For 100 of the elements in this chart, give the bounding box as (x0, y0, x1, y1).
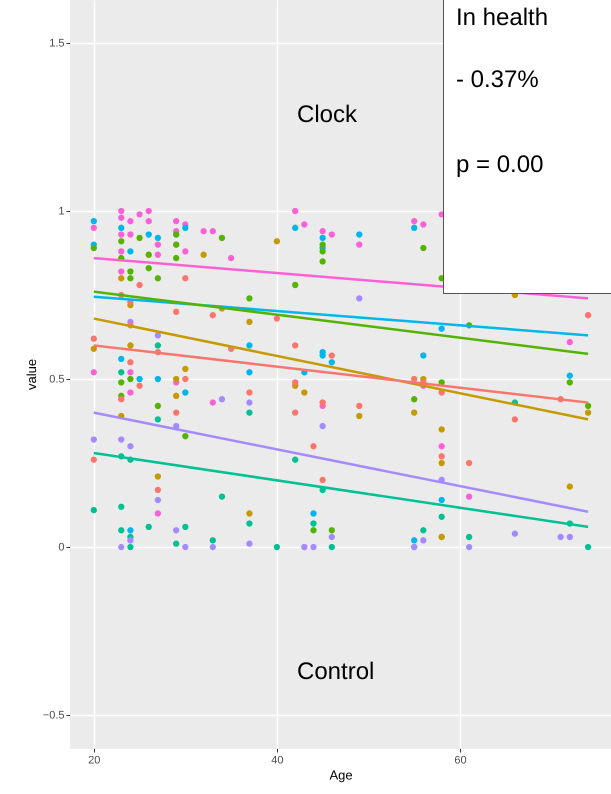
point (512, 530, 518, 537)
point (246, 295, 253, 302)
point (328, 359, 335, 366)
x-tick-label: 20 (88, 754, 100, 766)
point (557, 534, 564, 540)
point (566, 534, 573, 540)
point (127, 389, 134, 396)
point (118, 527, 124, 534)
point (420, 537, 427, 544)
point (328, 231, 335, 238)
point (90, 336, 97, 342)
point (246, 409, 253, 416)
point (146, 264, 152, 272)
point (466, 544, 472, 550)
point (90, 224, 97, 231)
point (127, 268, 134, 275)
point (118, 238, 124, 244)
point (218, 493, 226, 500)
point (118, 369, 124, 376)
point (136, 234, 143, 242)
point (173, 308, 180, 315)
point (328, 527, 335, 534)
point (246, 540, 253, 547)
point (310, 443, 317, 450)
point (127, 544, 134, 550)
point (127, 218, 134, 224)
point (310, 510, 317, 517)
point (127, 231, 134, 238)
point (127, 527, 134, 534)
point (310, 527, 317, 534)
point (292, 224, 298, 231)
point (182, 544, 188, 550)
point (173, 527, 180, 534)
point (566, 372, 573, 379)
point (420, 221, 427, 228)
point (246, 369, 253, 376)
y-tick-label: 1.5 (49, 38, 64, 50)
point (292, 208, 298, 214)
point (182, 224, 188, 231)
point (438, 453, 445, 460)
point (210, 544, 216, 550)
x-tick-label: 40 (271, 754, 284, 766)
point (438, 325, 445, 332)
annotation: - 0.37% (456, 66, 539, 93)
x-tick-label: 60 (454, 754, 467, 766)
point (420, 244, 427, 252)
annotation: Clock (297, 101, 358, 128)
point (154, 252, 162, 258)
point (118, 224, 124, 231)
point (127, 342, 134, 349)
point (146, 524, 152, 530)
point (328, 534, 335, 540)
point (246, 399, 253, 406)
point (118, 544, 124, 550)
point (411, 409, 418, 416)
point (246, 389, 253, 396)
point (438, 496, 445, 504)
point (584, 409, 592, 416)
point (292, 282, 298, 288)
point (127, 248, 134, 255)
point (301, 389, 308, 396)
point (118, 504, 124, 510)
point (584, 402, 592, 410)
point (154, 376, 162, 382)
point (118, 268, 124, 275)
point (118, 356, 124, 362)
point (90, 456, 97, 463)
point (173, 392, 180, 399)
point (146, 231, 152, 238)
point (319, 241, 326, 248)
x-axis-title: Age (329, 768, 353, 782)
point (438, 514, 445, 520)
point (292, 342, 298, 349)
point (146, 218, 152, 224)
y-tick-label: 0.5 (49, 374, 64, 386)
point (584, 544, 592, 550)
point (566, 483, 573, 490)
point (136, 376, 143, 382)
point (182, 389, 188, 396)
point (319, 228, 326, 234)
point (118, 231, 124, 238)
point (173, 376, 180, 382)
point (173, 254, 180, 262)
point (328, 544, 335, 550)
point (292, 379, 298, 386)
point (173, 218, 180, 224)
point (118, 208, 124, 214)
point (292, 456, 298, 463)
point (118, 214, 124, 221)
point (411, 218, 418, 224)
point (438, 426, 445, 433)
point (210, 399, 216, 406)
point (127, 376, 134, 382)
point (182, 524, 188, 530)
point (154, 342, 162, 349)
point (154, 332, 162, 339)
point (118, 379, 124, 386)
point (182, 248, 188, 255)
point (182, 366, 188, 372)
y-tick-label: −0.5 (42, 710, 64, 722)
